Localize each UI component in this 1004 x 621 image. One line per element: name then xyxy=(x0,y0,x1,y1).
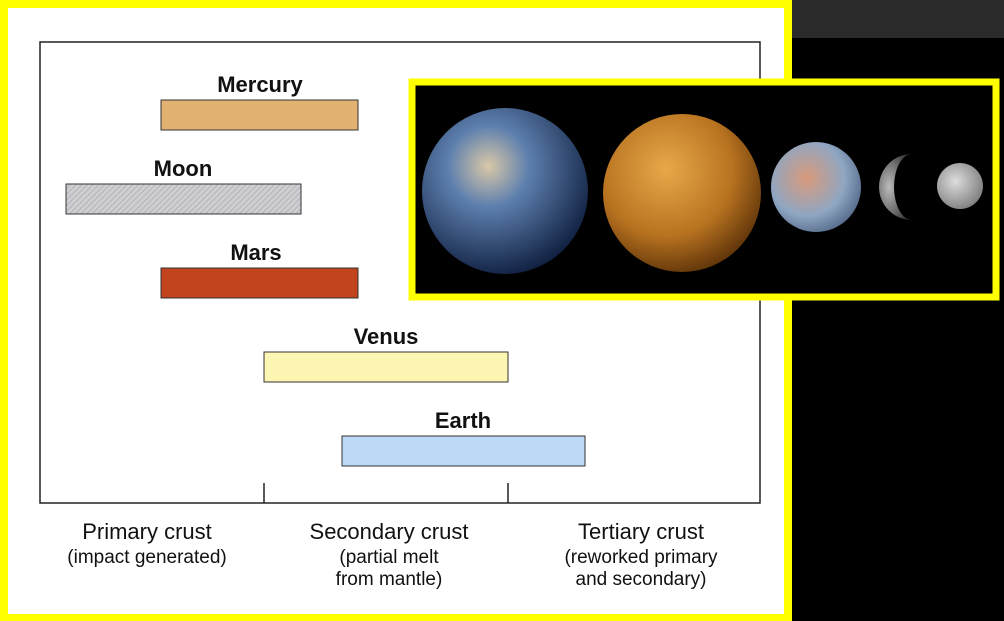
region-note: (impact generated) xyxy=(67,547,226,568)
bar xyxy=(161,100,358,130)
bar-label: Mercury xyxy=(217,72,303,97)
bar xyxy=(342,436,585,466)
region-title: Secondary crust xyxy=(310,519,469,544)
earth-image xyxy=(422,108,588,274)
region-note: and secondary) xyxy=(576,569,707,590)
bar-label: Venus xyxy=(354,324,419,349)
bar xyxy=(161,268,358,298)
bar-label: Moon xyxy=(154,156,213,181)
page: {"bars": [ {"label": "Mercury"}, {"label… xyxy=(0,0,1004,621)
background-strip xyxy=(790,0,1004,38)
moon-image xyxy=(937,163,983,209)
venus-image xyxy=(603,114,761,272)
region-title: Primary crust xyxy=(82,519,212,544)
bar-label: Mars xyxy=(230,240,281,265)
bar xyxy=(66,184,301,214)
mars-image xyxy=(771,142,861,232)
bar-label: Earth xyxy=(435,408,491,433)
region-note: from mantle) xyxy=(336,569,443,590)
region-title: Tertiary crust xyxy=(578,519,704,544)
slide: Mercury Moon Mars Venus Earth Primary cr… xyxy=(0,0,1004,621)
bar xyxy=(264,352,508,382)
region-note: (partial melt xyxy=(339,547,439,568)
region-note: (reworked primary xyxy=(564,547,718,568)
